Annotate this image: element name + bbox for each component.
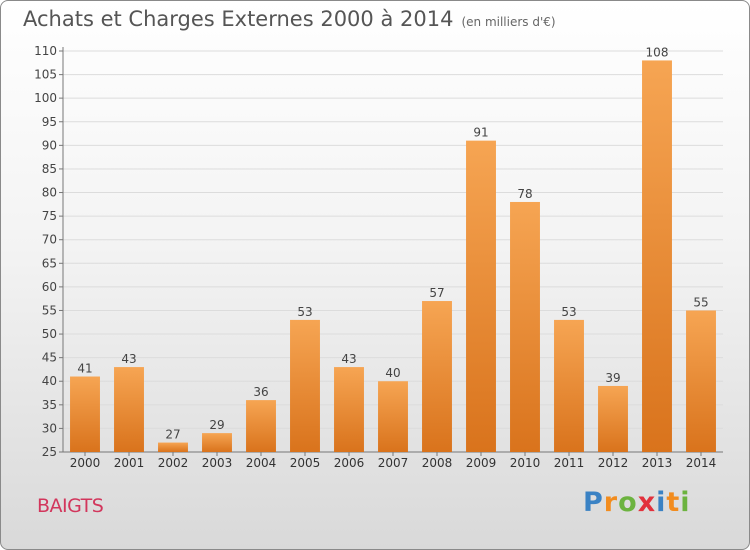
x-tick-label: 2013 <box>642 456 673 470</box>
logo-letter: P <box>583 487 604 518</box>
x-tick-label: 2010 <box>510 456 541 470</box>
logo-letter: r <box>603 487 619 518</box>
data-label: 39 <box>605 371 620 385</box>
y-tick-label: 45 <box>42 351 57 365</box>
bar <box>686 310 716 452</box>
y-tick-label: 90 <box>42 138 57 152</box>
bar <box>114 367 144 452</box>
bar <box>642 60 672 452</box>
bar <box>202 433 232 452</box>
bar <box>466 140 496 452</box>
x-tick-label: 2009 <box>466 456 497 470</box>
y-tick-label: 60 <box>42 280 57 294</box>
y-tick-label: 95 <box>42 115 57 129</box>
y-tick-label: 25 <box>42 445 57 459</box>
place-name: BAIGTS <box>37 495 104 517</box>
data-label: 40 <box>385 366 400 380</box>
bar <box>378 381 408 452</box>
labels: 25 30 35 40 45 50 55 60 65 70 75 80 85 90 95 100 105 110 4… <box>34 44 716 470</box>
y-tick-label: 35 <box>42 398 57 412</box>
data-label: 53 <box>297 305 312 319</box>
logo-letter: o <box>618 487 638 518</box>
data-label: 108 <box>646 45 669 59</box>
y-tick-label: 80 <box>42 186 57 200</box>
logo-letter: x <box>637 487 657 518</box>
chart-subtitle: (en milliers d'€) <box>461 15 556 29</box>
bar <box>598 385 628 452</box>
data-label: 91 <box>473 126 488 140</box>
data-label: 57 <box>429 286 444 300</box>
data-label: 43 <box>121 352 136 366</box>
data-label: 43 <box>341 352 356 366</box>
bar <box>554 319 584 452</box>
bars <box>70 60 716 452</box>
data-label: 53 <box>561 305 576 319</box>
y-tick-label: 65 <box>42 256 57 270</box>
x-tick-label: 2001 <box>114 456 145 470</box>
y-tick-label: 110 <box>34 44 57 58</box>
y-tick-label: 75 <box>42 209 57 223</box>
x-tick-label: 2011 <box>554 456 585 470</box>
y-tick-label: 40 <box>42 374 57 388</box>
logo-letter: i <box>680 487 691 518</box>
x-tick-label: 2003 <box>202 456 233 470</box>
logo-letter: t <box>666 487 681 518</box>
data-label: 41 <box>77 362 92 376</box>
y-tick-label: 85 <box>42 162 57 176</box>
bar <box>510 201 540 452</box>
x-tick-label: 2012 <box>598 456 629 470</box>
bar <box>334 367 364 452</box>
bar <box>290 319 320 452</box>
bar <box>246 400 276 452</box>
data-label: 29 <box>209 418 224 432</box>
bar <box>70 376 100 452</box>
data-label: 78 <box>517 187 532 201</box>
bar <box>158 442 188 452</box>
x-tick-label: 2014 <box>686 456 717 470</box>
x-tick-label: 2000 <box>70 456 101 470</box>
data-label: 27 <box>165 428 180 442</box>
chart-title-text: Achats et Charges Externes 2000 à 2014 <box>23 7 454 31</box>
x-tick-label: 2002 <box>158 456 189 470</box>
x-tick-label: 2007 <box>378 456 409 470</box>
chart-title: Achats et Charges Externes 2000 à 2014 (e… <box>23 7 556 31</box>
y-tick-label: 30 <box>42 421 57 435</box>
x-tick-label: 2006 <box>334 456 365 470</box>
proxiti-logo: Proxiti <box>583 487 691 518</box>
logo-letter: i <box>656 487 667 518</box>
x-tick-label: 2005 <box>290 456 321 470</box>
x-tick-label: 2008 <box>422 456 453 470</box>
data-label: 36 <box>253 385 268 399</box>
y-tick-label: 55 <box>42 303 57 317</box>
y-tick-label: 105 <box>34 68 57 82</box>
bar <box>422 301 452 452</box>
y-tick-label: 70 <box>42 233 57 247</box>
y-tick-label: 100 <box>34 91 57 105</box>
data-label: 55 <box>693 295 708 309</box>
y-tick-label: 50 <box>42 327 57 341</box>
x-tick-label: 2004 <box>246 456 277 470</box>
